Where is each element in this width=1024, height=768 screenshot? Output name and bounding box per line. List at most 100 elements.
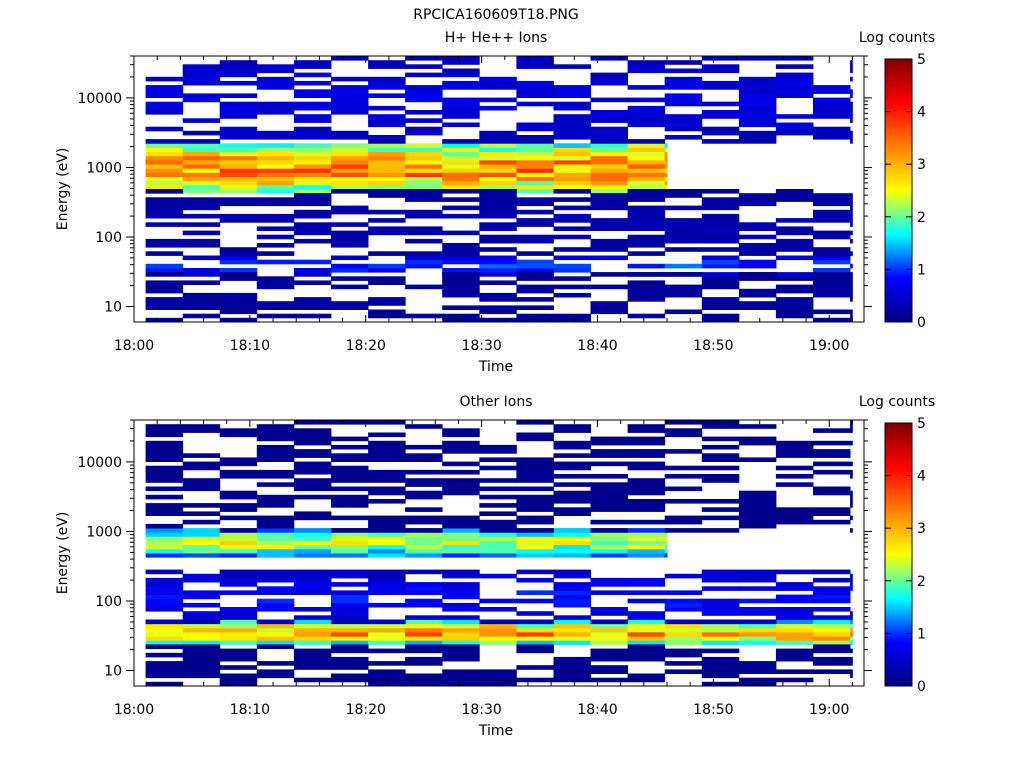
heatmap-cell <box>813 218 851 223</box>
heatmap-cell <box>293 101 332 107</box>
heatmap-cell <box>405 159 443 165</box>
heatmap-cell <box>738 519 777 525</box>
heatmap-cell <box>256 669 295 674</box>
heatmap-cell <box>738 263 777 269</box>
heatmap-cell <box>553 507 591 512</box>
heatmap-cell <box>627 673 666 679</box>
heatmap-cell <box>219 197 258 202</box>
heatmap-cell <box>256 180 295 186</box>
heatmap-cell <box>479 532 517 537</box>
heatmap-cell <box>145 582 184 587</box>
heatmap-cell <box>516 297 554 302</box>
heatmap-cell <box>331 665 369 670</box>
heatmap-cell <box>627 213 666 219</box>
heatmap-cell <box>145 105 184 111</box>
heatmap-cell <box>331 222 369 227</box>
heatmap-cell <box>627 159 666 165</box>
heatmap-cell <box>293 226 332 231</box>
heatmap-cell <box>553 627 591 633</box>
heatmap-cell <box>738 457 777 462</box>
heatmap-cell <box>331 607 369 612</box>
heatmap-cell <box>590 453 628 458</box>
heatmap-cell <box>331 536 369 541</box>
heatmap-cell <box>442 656 480 662</box>
heatmap-cell <box>701 130 740 136</box>
heatmap-cell <box>293 159 332 165</box>
heatmap-cell <box>516 218 554 223</box>
x-tick-label: 18:00 <box>114 702 154 718</box>
colorbar-scale <box>884 58 913 323</box>
heatmap-cell <box>738 193 777 198</box>
heatmap-cell <box>516 147 554 152</box>
heatmap-cell <box>590 184 628 190</box>
heatmap-cell <box>701 313 740 319</box>
heatmap-cell <box>775 76 814 82</box>
heatmap-cell <box>590 611 628 616</box>
heatmap-cell <box>775 669 814 674</box>
heatmap-cell <box>590 80 628 86</box>
heatmap-cell <box>293 176 332 182</box>
heatmap-cell <box>145 474 184 479</box>
heatmap-cell <box>293 151 332 157</box>
heatmap-cell <box>775 193 814 198</box>
heatmap-cell <box>331 573 369 579</box>
heatmap-cell <box>442 594 480 600</box>
colorbar-tick-label: 1 <box>917 626 926 642</box>
heatmap-cell <box>738 511 777 516</box>
heatmap-cell <box>813 130 851 136</box>
heatmap-cell <box>850 280 853 285</box>
heatmap-cell <box>442 159 480 165</box>
heatmap-cell <box>293 465 332 471</box>
heatmap-cell <box>516 209 554 215</box>
heatmap-cell <box>813 105 851 111</box>
heatmap-cell <box>516 288 554 294</box>
heatmap-cell <box>627 238 666 244</box>
heatmap-cell <box>590 114 628 119</box>
heatmap-cell <box>590 461 628 467</box>
heatmap-cell <box>850 640 853 645</box>
heatmap-cell <box>219 159 258 165</box>
x-tick-label: 18:30 <box>461 702 501 718</box>
heatmap-cell <box>664 126 703 132</box>
heatmap-cell <box>182 143 221 148</box>
heatmap-cell <box>664 193 703 198</box>
heatmap-cell <box>368 619 406 625</box>
heatmap-cell <box>145 297 184 302</box>
heatmap-cell <box>775 93 814 98</box>
heatmap-cell <box>182 159 221 165</box>
heatmap-cell <box>590 490 628 496</box>
heatmap-cell <box>293 573 332 579</box>
heatmap-cell <box>553 126 591 132</box>
heatmap-cell <box>664 548 668 554</box>
heatmap-cell <box>664 652 703 658</box>
heatmap-cell <box>590 544 628 550</box>
heatmap-cell <box>738 661 777 666</box>
heatmap-cell <box>145 511 184 516</box>
heatmap-cell <box>479 76 517 82</box>
heatmap-cell <box>479 632 517 637</box>
heatmap-cell <box>442 444 480 450</box>
heatmap-cell <box>813 636 851 641</box>
heatmap-cell <box>405 478 443 483</box>
heatmap-cell <box>368 453 406 458</box>
heatmap-cell <box>553 615 591 620</box>
heatmap-cell <box>368 189 406 194</box>
heatmap-cell <box>479 238 517 244</box>
heatmap-cell <box>219 126 258 132</box>
heatmap-cell <box>516 268 554 273</box>
heatmap-cell <box>850 469 853 475</box>
heatmap-cell <box>553 499 591 504</box>
heatmap-cell <box>553 213 591 219</box>
heatmap-cell <box>850 193 853 198</box>
heatmap-cell <box>256 469 295 475</box>
heatmap-cell <box>813 309 851 315</box>
heatmap-cell <box>701 673 740 679</box>
heatmap-cell <box>293 168 332 173</box>
heatmap-cell <box>627 60 666 65</box>
heatmap-cell <box>368 627 406 633</box>
heatmap-cell <box>479 548 517 554</box>
heatmap-cell <box>590 494 628 500</box>
heatmap-cell <box>627 536 666 541</box>
heatmap-cell <box>553 93 591 98</box>
heatmap-cell <box>219 656 258 662</box>
